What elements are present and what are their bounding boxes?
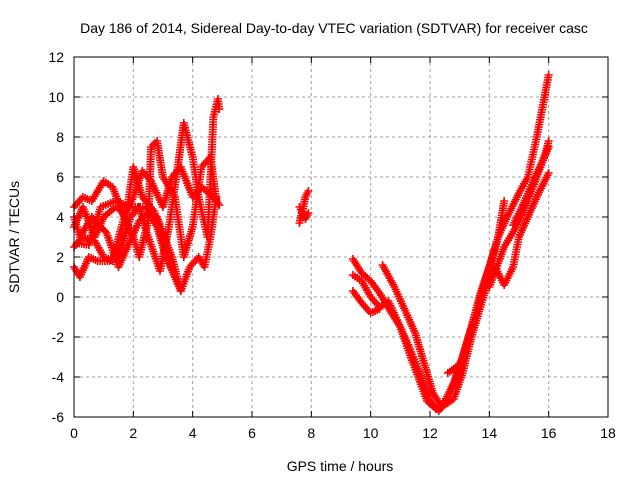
series-trace-j [348,71,553,415]
series-trace-f [72,193,221,295]
ticks: 0 2 4 6 8 10 12 14 16 18 -6 -4 -2 0 2 4 6 8 10 12 [48,49,616,441]
x-tick-label: 16 [541,425,557,441]
x-tick-label: 10 [363,425,379,441]
y-tick-label: -6 [52,409,65,425]
y-tick-label: -4 [52,369,65,385]
y-tick-label: 4 [56,209,64,225]
x-tick-label: 14 [482,425,498,441]
data-point [215,105,224,113]
grid [74,57,608,417]
data-point [100,227,109,236]
chart-title: Day 186 of 2014, Sidereal Day-to-day VTE… [80,20,588,36]
data-point [544,169,553,177]
data-point [212,193,221,201]
x-tick-label: 8 [307,425,315,441]
x-tick-label: 4 [189,425,197,441]
y-tick-label: 10 [48,89,64,105]
y-tick-label: 12 [48,49,64,65]
x-tick-label: 12 [422,425,438,441]
x-tick-label: 0 [70,425,78,441]
y-axis-label: SDTVAR / TECUs [6,181,22,293]
data-marks [70,71,553,415]
data-point [458,357,467,365]
series-trace-k [348,287,384,317]
data-point [544,71,553,79]
data-point [375,305,384,313]
series-trace-h [295,203,313,223]
y-tick-label: 2 [56,249,64,265]
data-point [456,358,465,367]
series-trace-m [443,357,467,377]
series-trace-o [509,143,553,229]
y-tick-label: -2 [52,329,65,345]
x-tick-label: 18 [600,425,616,441]
series-trace-l [378,169,553,411]
y-tick-label: 8 [56,129,64,145]
x-axis-label: GPS time / hours [287,458,394,474]
data-point [500,197,509,205]
y-tick-label: 0 [56,289,64,305]
plot-border [73,56,609,418]
y-tick-label: 6 [56,169,64,185]
x-tick-label: 2 [129,425,137,441]
x-tick-label: 6 [248,425,256,441]
data-point [304,187,313,195]
data-point [544,143,553,151]
data-point [304,209,313,217]
